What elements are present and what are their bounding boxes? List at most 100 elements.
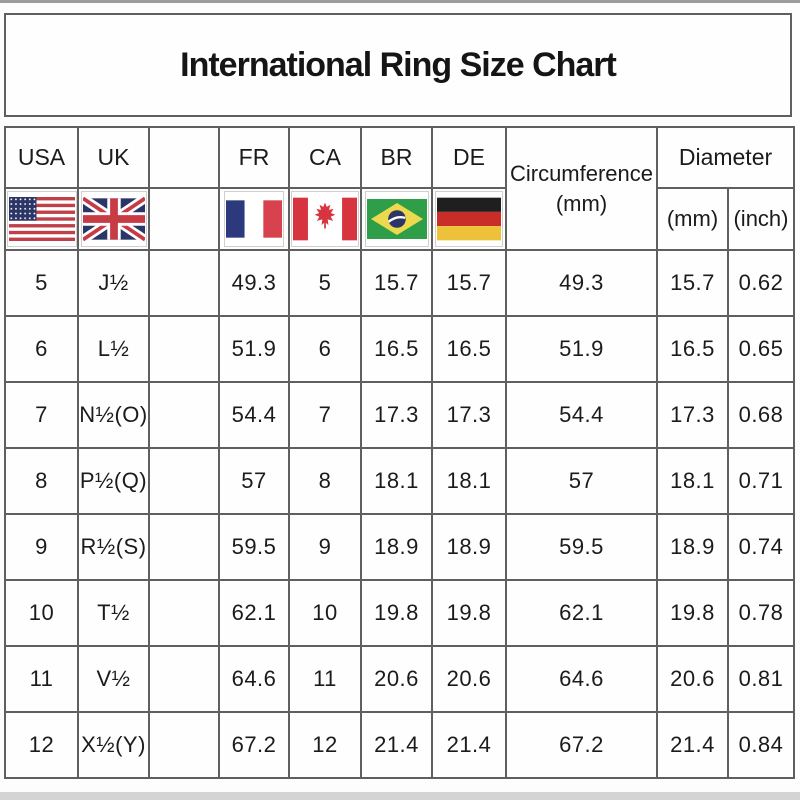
cell-uk: R½(S) [77, 513, 150, 581]
fr-flag-icon [224, 191, 284, 247]
col-header-fr: FR [218, 126, 290, 189]
cell-de: 18.1 [431, 447, 507, 515]
table-row: 8 P½(Q) 57 8 18.1 18.1 57 18.1 0.71 [4, 447, 795, 515]
us-flag-icon [7, 191, 76, 247]
cell-fr: 49.3 [218, 249, 290, 317]
cell-circumference: 67.2 [505, 711, 658, 779]
cell-diameter-mm: 21.4 [656, 711, 729, 779]
cell-fr: 62.1 [218, 579, 290, 647]
cell-diameter-mm: 18.9 [656, 513, 729, 581]
cell-usa: 8 [4, 447, 79, 515]
cell-de: 18.9 [431, 513, 507, 581]
cell-blank [148, 711, 220, 779]
cell-diameter-inch: 0.68 [727, 381, 795, 449]
de-flag-icon [435, 191, 503, 247]
cell-de: 17.3 [431, 381, 507, 449]
cell-uk: V½ [77, 645, 150, 713]
table-row: 7 N½(O) 54.4 7 17.3 17.3 54.4 17.3 0.68 [4, 381, 795, 449]
table-row: 10 T½ 62.1 10 19.8 19.8 62.1 19.8 0.78 [4, 579, 795, 647]
table-row: 9 R½(S) 59.5 9 18.9 18.9 59.5 18.9 0.74 [4, 513, 795, 581]
cell-de: 21.4 [431, 711, 507, 779]
cell-usa: 11 [4, 645, 79, 713]
cell-circumference: 51.9 [505, 315, 658, 383]
table-row: 6 L½ 51.9 6 16.5 16.5 51.9 16.5 0.65 [4, 315, 795, 383]
cell-blank [148, 579, 220, 647]
table-row: 11 V½ 64.6 11 20.6 20.6 64.6 20.6 0.81 [4, 645, 795, 713]
br-flag-icon [364, 191, 429, 247]
cell-usa: 12 [4, 711, 79, 779]
cell-diameter-mm: 20.6 [656, 645, 729, 713]
cell-blank [148, 249, 220, 317]
col-header-ca: CA [288, 126, 362, 189]
col-header-diameter-inch: (inch) [727, 187, 795, 251]
cell-diameter-mm: 18.1 [656, 447, 729, 515]
cell-ca: 8 [288, 447, 362, 515]
cell-usa: 7 [4, 381, 79, 449]
cell-diameter-mm: 19.8 [656, 579, 729, 647]
cell-diameter-inch: 0.62 [727, 249, 795, 317]
col-header-diameter-mm: (mm) [656, 187, 729, 251]
cell-diameter-inch: 0.78 [727, 579, 795, 647]
cell-blank [148, 381, 220, 449]
page-title: International Ring Size Chart [180, 45, 617, 84]
cell-ca: 7 [288, 381, 362, 449]
cell-diameter-inch: 0.74 [727, 513, 795, 581]
cell-fr: 54.4 [218, 381, 290, 449]
cell-diameter-inch: 0.81 [727, 645, 795, 713]
cell-uk: J½ [77, 249, 150, 317]
table-body: 5 J½ 49.3 5 15.7 15.7 49.3 15.7 0.62 6 L… [4, 249, 795, 779]
col-header-circumference: Circumference (mm) [505, 126, 658, 251]
cell-circumference: 62.1 [505, 579, 658, 647]
header-row: USA UK FR CA BR DE Circumference (mm) Di… [4, 126, 795, 251]
circumference-unit: (mm) [555, 190, 608, 216]
photo-top-edge [0, 0, 800, 3]
cell-fr: 59.5 [218, 513, 290, 581]
cell-uk: L½ [77, 315, 150, 383]
col-header-diameter: Diameter [656, 126, 795, 189]
cell-ca: 6 [288, 315, 362, 383]
flag-cell-fr [218, 187, 290, 251]
cell-diameter-mm: 17.3 [656, 381, 729, 449]
cell-ca: 9 [288, 513, 362, 581]
cell-ca: 11 [288, 645, 362, 713]
photo-bottom-edge [0, 792, 800, 800]
cell-blank [148, 447, 220, 515]
col-header-usa: USA [4, 126, 79, 189]
cell-usa: 9 [4, 513, 79, 581]
cell-de: 20.6 [431, 645, 507, 713]
flag-row: (mm) (inch) [4, 187, 795, 251]
uk-flag-icon [80, 191, 147, 247]
cell-ca: 10 [288, 579, 362, 647]
flag-cell-de [431, 187, 507, 251]
cell-usa: 10 [4, 579, 79, 647]
cell-fr: 64.6 [218, 645, 290, 713]
cell-blank [148, 315, 220, 383]
title-box: International Ring Size Chart [4, 13, 792, 117]
cell-br: 18.1 [360, 447, 433, 515]
cell-circumference: 59.5 [505, 513, 658, 581]
flag-cell-uk [77, 187, 150, 251]
col-header-uk: UK [77, 126, 150, 189]
cell-uk: P½(Q) [77, 447, 150, 515]
cell-diameter-inch: 0.84 [727, 711, 795, 779]
cell-fr: 51.9 [218, 315, 290, 383]
cell-circumference: 64.6 [505, 645, 658, 713]
cell-blank [148, 645, 220, 713]
col-header-blank [148, 126, 220, 189]
cell-uk: N½(O) [77, 381, 150, 449]
cell-br: 21.4 [360, 711, 433, 779]
cell-br: 18.9 [360, 513, 433, 581]
flag-cell-br [360, 187, 433, 251]
cell-diameter-inch: 0.65 [727, 315, 795, 383]
cell-circumference: 57 [505, 447, 658, 515]
cell-uk: T½ [77, 579, 150, 647]
cell-blank [148, 513, 220, 581]
table-row: 12 X½(Y) 67.2 12 21.4 21.4 67.2 21.4 0.8… [4, 711, 795, 779]
col-header-de: DE [431, 126, 507, 189]
circumference-label: Circumference [509, 160, 654, 186]
cell-de: 15.7 [431, 249, 507, 317]
cell-usa: 5 [4, 249, 79, 317]
flag-cell-blank [148, 187, 220, 251]
cell-diameter-mm: 16.5 [656, 315, 729, 383]
cell-fr: 57 [218, 447, 290, 515]
